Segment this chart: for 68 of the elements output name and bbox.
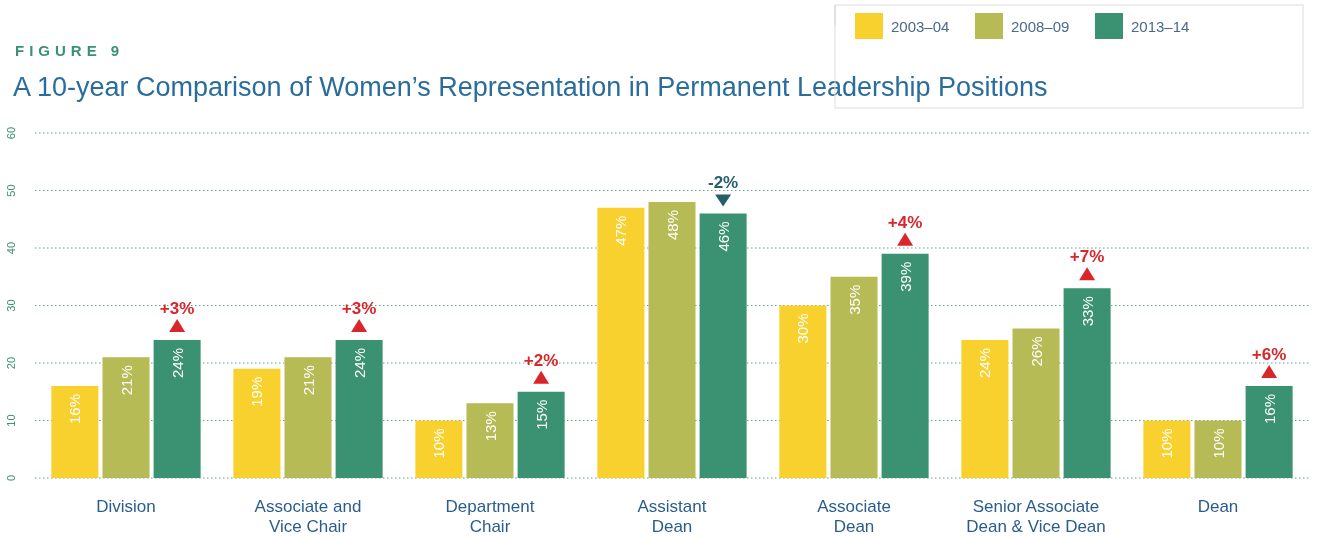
bar [1245, 386, 1293, 478]
data-label: 15% [532, 399, 550, 430]
annotation: +4% [887, 212, 923, 232]
data-label: 10% [1209, 428, 1227, 459]
y-tick-label: 0 [5, 474, 17, 482]
bar [51, 386, 99, 478]
annotation: +3% [341, 299, 377, 318]
annotation: +2% [523, 350, 559, 370]
data-label: 21% [117, 365, 135, 396]
bar [648, 202, 696, 478]
bar [699, 213, 747, 478]
data-label: 47% [612, 215, 630, 246]
x-tick-label: Associate Dean [817, 497, 891, 536]
legend-label: 2013–14 [1131, 18, 1190, 35]
bar [597, 207, 645, 478]
bar [779, 305, 827, 478]
data-label: 26% [1027, 336, 1045, 367]
data-label: 30% [794, 313, 812, 344]
x-tick-label: Department Chair [445, 497, 535, 536]
bar [335, 340, 383, 478]
legend-label: 2008–09 [1011, 18, 1070, 35]
bar [284, 357, 332, 478]
x-tick-label: Assistant Dean [637, 497, 707, 536]
bar [153, 340, 201, 478]
bar [1194, 420, 1242, 478]
data-label: 46% [714, 221, 732, 252]
y-tick-label: 40 [5, 241, 17, 255]
annotation: +7% [1069, 247, 1105, 267]
data-label: 24% [350, 348, 368, 379]
data-label: 35% [845, 284, 863, 315]
bar [1012, 328, 1060, 478]
bar [415, 420, 463, 478]
x-tick-label: Division [96, 497, 156, 516]
bar [1063, 288, 1111, 478]
bar [830, 276, 878, 478]
data-label: 10% [430, 428, 448, 459]
legend-label: 2003–04 [891, 18, 950, 35]
data-label: 19% [248, 376, 266, 407]
x-tick-label: Senior Associate Dean & Vice Dean [966, 497, 1106, 536]
data-label: 48% [663, 210, 681, 241]
annotation: +3% [159, 299, 195, 318]
annotation: +6% [1251, 345, 1287, 364]
y-tick-label: 60 [5, 126, 17, 140]
y-tick-label: 10 [5, 414, 17, 427]
data-label: 24% [168, 348, 186, 379]
annotation: -2% [707, 172, 739, 192]
bar [1143, 420, 1191, 478]
data-label: 33% [1078, 296, 1096, 327]
bar [233, 368, 281, 478]
x-tick-label: Dean [1197, 497, 1239, 516]
chart-title: A 10-year Comparison of Women’s Representation in Permanent Leadership Positions [13, 72, 1048, 102]
data-label: 24% [976, 348, 994, 379]
y-tick-label: 20 [5, 356, 17, 370]
bar [881, 253, 929, 478]
data-label: 21% [299, 365, 317, 396]
bar [961, 340, 1009, 478]
data-label: 16% [1260, 394, 1278, 425]
bar [517, 391, 565, 478]
x-tick-label: Associate and Vice Chair [254, 497, 362, 536]
data-label: 16% [66, 394, 84, 425]
y-tick-label: 50 [5, 184, 17, 197]
y-tick-label: 30 [5, 299, 17, 312]
data-label: 10% [1158, 428, 1176, 459]
data-label: 13% [481, 411, 499, 442]
bar [466, 403, 514, 478]
chart-subtitle: FIGURE 9 [15, 42, 125, 59]
bar [102, 357, 150, 478]
data-label: 39% [896, 261, 914, 292]
